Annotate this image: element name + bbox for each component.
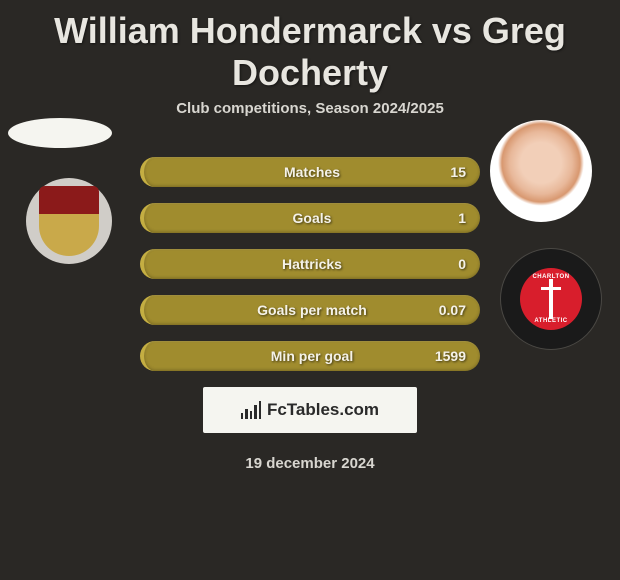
- stat-label: Hattricks: [282, 256, 342, 272]
- logo-bar: [245, 409, 247, 419]
- logo-bar: [250, 411, 252, 419]
- player-left-club-crest: [26, 178, 112, 264]
- stat-value: 15: [450, 164, 466, 180]
- player-left-avatar-placeholder: [8, 118, 112, 148]
- page-title: William Hondermarck vs Greg Docherty: [0, 0, 620, 100]
- fctables-logo: FcTables.com: [203, 387, 417, 433]
- player-right-avatar: [490, 120, 592, 222]
- stat-row-goals-per-match: Goals per match 0.07: [140, 295, 480, 325]
- date-text: 19 december 2024: [0, 455, 620, 472]
- stat-row-hattricks: Hattricks 0: [140, 249, 480, 279]
- stat-value: 1: [458, 210, 466, 226]
- stat-label: Matches: [284, 164, 340, 180]
- stat-label: Goals: [293, 210, 332, 226]
- stats-container: Matches 15 Goals 1 Hattricks 0 Goals per…: [140, 139, 480, 371]
- stat-row-min-per-goal: Min per goal 1599: [140, 341, 480, 371]
- northampton-crest-icon: [39, 186, 99, 256]
- stat-value: 1599: [435, 348, 466, 364]
- logo-bar: [259, 401, 261, 419]
- logo-bar: [254, 405, 256, 419]
- stat-label: Min per goal: [271, 348, 353, 364]
- stat-value: 0.07: [439, 302, 466, 318]
- sword-icon: [549, 279, 553, 319]
- bar-chart-icon: [241, 401, 261, 419]
- player-right-club-crest: CHARLTON ATHLETIC: [500, 248, 602, 350]
- stat-label: Goals per match: [257, 302, 367, 318]
- stat-row-goals: Goals 1: [140, 203, 480, 233]
- stat-row-matches: Matches 15: [140, 157, 480, 187]
- stat-value: 0: [458, 256, 466, 272]
- charlton-crest-icon: CHARLTON ATHLETIC: [520, 268, 582, 330]
- charlton-text-bottom: ATHLETIC: [534, 318, 567, 324]
- logo-bar: [241, 413, 243, 419]
- fctables-logo-text: FcTables.com: [267, 400, 379, 420]
